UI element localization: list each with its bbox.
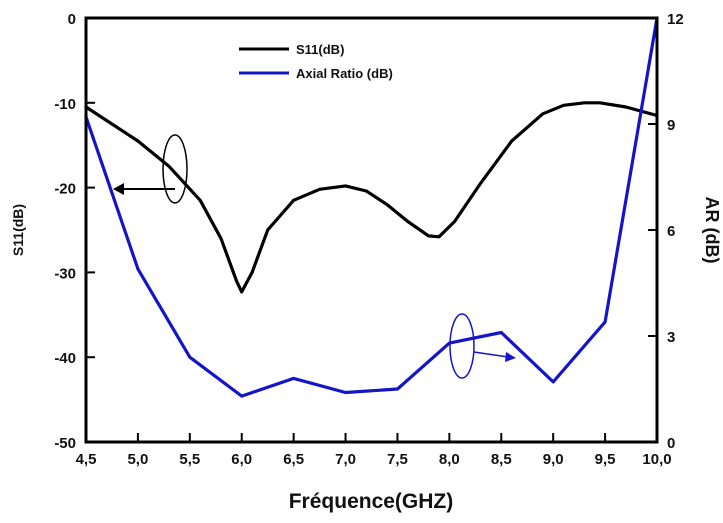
annotations [113, 134, 516, 379]
ar-right-axis-arrowhead [505, 352, 516, 362]
ar-right-axis-arrow [473, 351, 509, 358]
x-tick-label: 7,5 [387, 451, 408, 468]
s11-series-line [84, 101, 659, 294]
ar-series-marker-ellipse [449, 313, 475, 379]
x-tick-label: 6,5 [283, 451, 304, 468]
x-tick-labels: 4,5 5,0 5,5 6,0 6,5 7,0 7,5 8,0 8,5 9,0 9,5 10,0 [76, 451, 672, 468]
y-right-tick-label: 3 [667, 329, 675, 346]
x-tick-label: 9,5 [595, 451, 616, 468]
y-right-tick-label: 9 [667, 117, 675, 134]
legend: S11(dB) Axial Ratio (dB) [239, 42, 393, 81]
y-right-tick-labels: 12 9 6 3 0 [667, 11, 684, 452]
s11-left-axis-arrowhead [113, 183, 124, 195]
y-left-tick-labels: 0 -10 -20 -30 -40 -50 [54, 11, 76, 452]
x-tick-label: 9,0 [543, 451, 564, 468]
y-right-tick-label: 0 [667, 435, 675, 452]
s11-series-marker-ellipse [162, 134, 188, 204]
y-axis-right-title: AR (dB) [702, 197, 722, 264]
y-axis-left-title: S11(dB) [10, 204, 26, 256]
x-tick-label: 4,5 [76, 451, 97, 468]
axial-ratio-series-line [84, 16, 659, 398]
legend-label-s11: S11(dB) [296, 42, 344, 57]
y-right-tick-label: 6 [667, 223, 675, 240]
legend-label-axial-ratio: Axial Ratio (dB) [296, 66, 393, 81]
x-tick-label: 7,0 [335, 451, 356, 468]
x-tick-label: 8,5 [491, 451, 512, 468]
y-left-tick-label: -50 [54, 435, 76, 452]
tick-marks [85, 17, 658, 443]
y-left-tick-label: -10 [54, 96, 76, 113]
plot-frame [84, 16, 659, 444]
y-left-tick-label: 0 [68, 11, 76, 28]
series-layer [84, 16, 659, 398]
y-left-tick-label: -20 [54, 181, 76, 198]
x-tick-label: 5,0 [127, 451, 148, 468]
x-tick-label: 6,0 [231, 451, 252, 468]
y-left-tick-label: -30 [54, 265, 76, 282]
x-tick-label: 10,0 [642, 451, 671, 468]
y-right-tick-label: 12 [667, 11, 684, 28]
x-tick-label: 8,0 [439, 451, 460, 468]
x-tick-label: 5,5 [179, 451, 200, 468]
x-axis-title: Fréquence(GHZ) [289, 490, 454, 513]
y-left-tick-label: -40 [54, 350, 76, 367]
